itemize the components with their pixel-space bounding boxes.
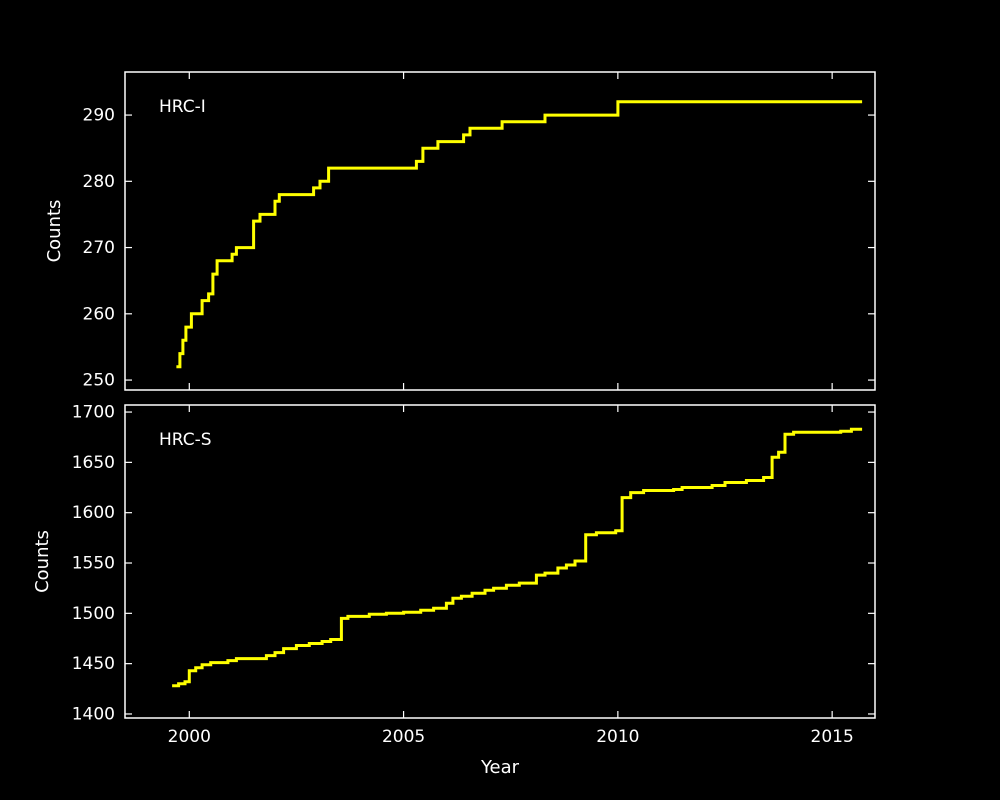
- x-axis-label: Year: [480, 757, 520, 778]
- panel-title-hrc-s: HRC-S: [159, 430, 212, 450]
- y-tick-label: 1450: [72, 654, 115, 674]
- axes-frame-hrc-s: [124, 404, 876, 719]
- x-tick-label: 2015: [811, 727, 854, 747]
- x-tick-label: 2000: [168, 727, 211, 747]
- y-tick-label: 1550: [72, 554, 115, 574]
- panel-hrc-i: 250 260 270 280 290 HRC-I Counts: [44, 71, 876, 391]
- y-tick-label: 290: [83, 106, 115, 126]
- y-tick-label: 280: [83, 172, 115, 192]
- panel-title-hrc-i: HRC-I: [159, 97, 206, 117]
- y-tick-label: 1650: [72, 453, 115, 473]
- y-tick-label: 270: [83, 238, 115, 258]
- y-tick-label: 1700: [72, 403, 115, 423]
- series-line-hrc-i: [176, 100, 863, 369]
- x-tick-label: 2010: [596, 727, 639, 747]
- y-tick-label: 1400: [72, 704, 115, 724]
- y-axis-label-hrc-i: Counts: [44, 200, 65, 263]
- axes-frame-hrc-i: [124, 71, 876, 391]
- x-tick-label: 2005: [382, 727, 425, 747]
- y-tick-label: 1600: [72, 503, 115, 523]
- y-tick-label: 250: [83, 371, 115, 391]
- y-tick-label: 1500: [72, 604, 115, 624]
- y-tick-label: 260: [83, 304, 115, 324]
- y-axis-label-hrc-s: Counts: [32, 530, 53, 593]
- panel-hrc-s: 2000 2005 2010 2015 1400 1450 1500 1550 1600 1650…: [32, 403, 876, 778]
- series-line-hrc-s: [172, 427, 863, 688]
